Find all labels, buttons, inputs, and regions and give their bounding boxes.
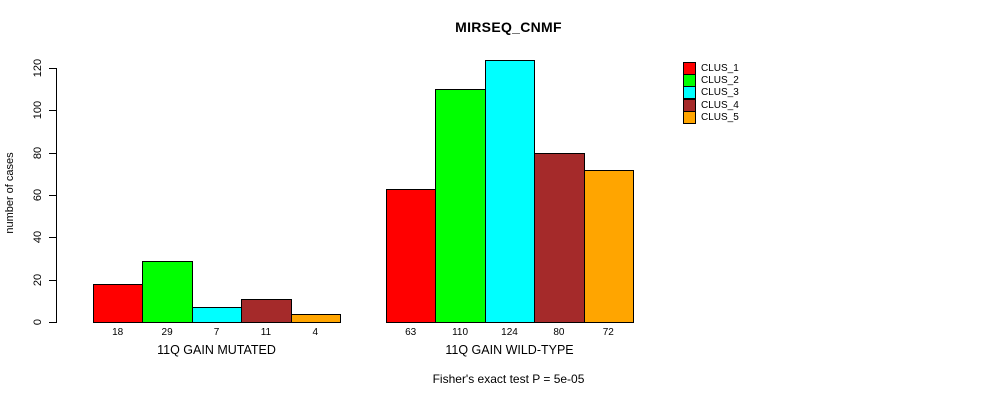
chart-title: MIRSEQ_CNMF [455,19,562,35]
x-category-label: 11Q GAIN MUTATED [157,343,276,357]
bar-value-label: 63 [405,327,417,338]
y-tick-label: 120 [32,58,44,78]
legend-swatch-clus_4 [683,98,696,112]
bar-value-label: 72 [602,327,614,338]
legend-row: CLUS_2 [683,73,739,87]
y-tick-label: 80 [32,146,44,160]
legend-label: CLUS_1 [701,62,739,74]
bar-value-label: 7 [213,327,220,338]
bar-clus_3-group2 [484,59,536,323]
bar-clus_4-group2 [534,152,585,323]
bar-value-label: 110 [452,327,469,338]
y-axis-tick [49,322,56,323]
bar-clus_4-group1 [241,298,292,323]
y-axis-tick [49,153,56,154]
legend-swatch-clus_2 [683,73,696,87]
annotation-text: Fisher's exact test P = 5e-05 [432,372,585,386]
legend-label: CLUS_4 [701,99,739,111]
legend-swatch-clus_1 [683,61,696,75]
legend-label: CLUS_3 [701,87,739,99]
y-axis-tick [49,280,56,281]
legend-label: CLUS_2 [701,74,739,86]
y-tick-label: 100 [32,100,44,120]
bar-value-label: 80 [553,327,565,338]
bar-value-label: 18 [112,327,124,338]
bar-value-label: 11 [260,327,272,338]
y-tick-label: 0 [32,318,44,326]
bar-clus_2-group2 [435,89,486,323]
y-tick-label: 20 [32,273,44,287]
bar-clus_5-group1 [290,313,341,323]
bar-value-label: 4 [312,327,319,338]
legend-swatch-clus_3 [683,86,696,100]
y-tick-label: 60 [32,188,44,202]
legend-row: CLUS_5 [683,111,739,125]
bar-value-label: 29 [161,327,173,338]
bar-clus_2-group1 [142,260,193,323]
y-axis-tick [49,195,56,196]
y-tick-label: 40 [32,230,44,244]
y-axis-tick [49,68,56,69]
bar-clus_5-group2 [583,169,634,323]
y-axis-tick [49,110,56,111]
legend-label: CLUS_5 [701,112,739,124]
legend-row: CLUS_1 [683,61,739,75]
legend: CLUS_1 CLUS_2 CLUS_3 CLUS_4 CLUS_5 [683,61,739,125]
y-axis-line [56,68,57,323]
legend-row: CLUS_3 [683,86,739,100]
legend-row: CLUS_4 [683,98,739,112]
bar-clus_3-group1 [191,307,243,323]
x-category-label: 11Q GAIN WILD-TYPE [445,343,574,357]
bar-value-label: 124 [501,327,518,338]
bar-clus_1-group1 [93,283,144,323]
legend-swatch-clus_5 [683,111,696,125]
bar-clus_1-group2 [386,188,437,323]
y-axis-tick [49,237,56,238]
